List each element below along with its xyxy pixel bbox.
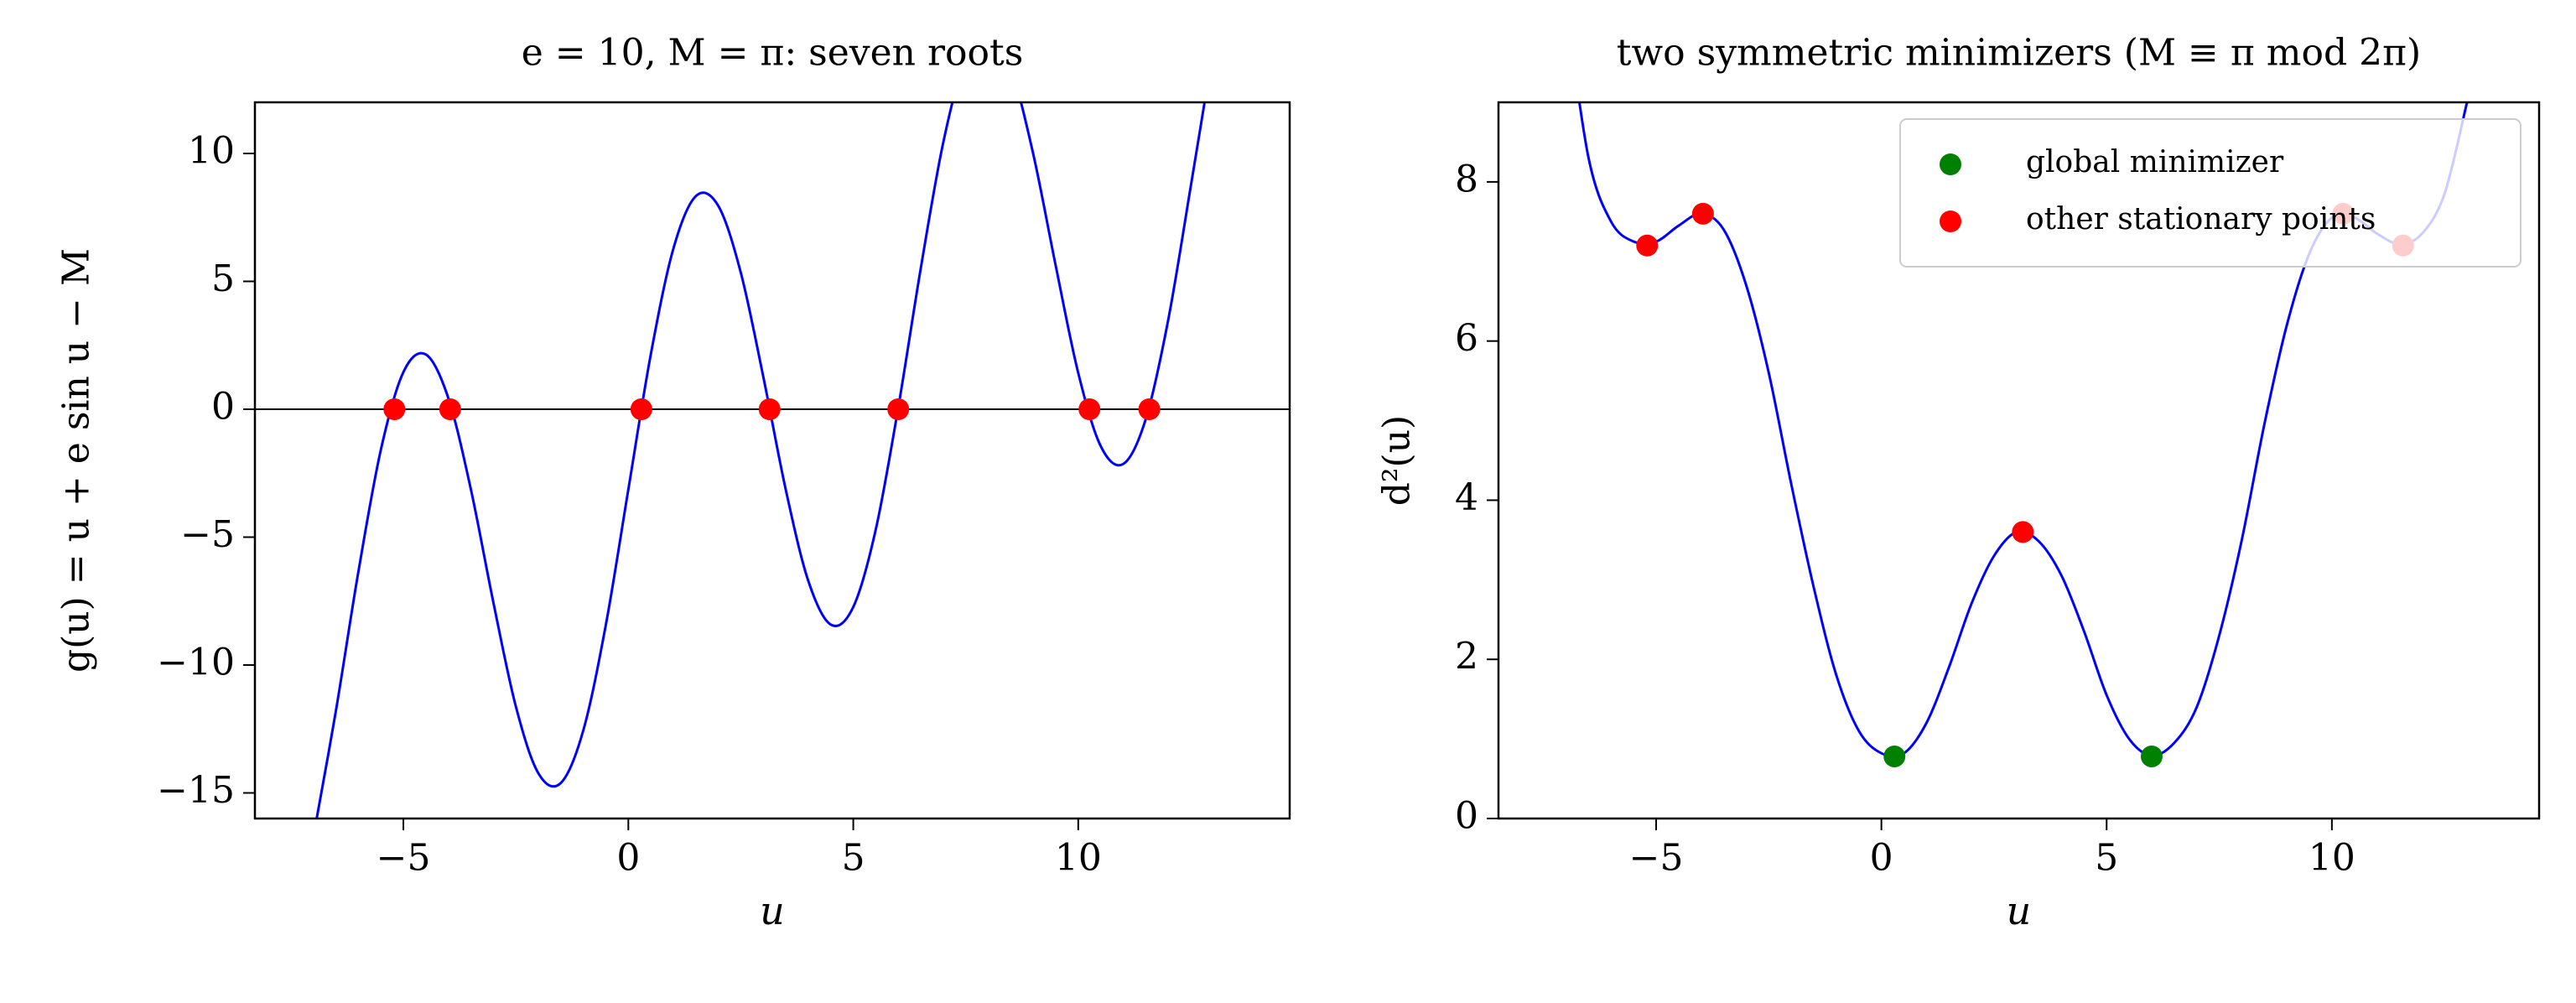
x-axis-label: u: [2007, 888, 2032, 933]
curve: [315, 102, 1207, 819]
x-tick-label: −5: [1629, 837, 1684, 880]
point: [758, 398, 781, 420]
plot-area: [255, 102, 1290, 819]
y-tick-label: −15: [157, 769, 235, 812]
chart-title: e = 10, M = π: seven roots: [522, 32, 1024, 75]
legend-marker: [1940, 210, 1961, 232]
y-tick-label: −5: [180, 513, 235, 556]
point: [630, 398, 652, 420]
legend-label: global minimizer: [2026, 145, 2284, 179]
y-tick-label: −10: [157, 642, 235, 684]
y-tick-label: 2: [1455, 636, 1478, 678]
y-axis-label: g(u) = u + e sin u − M: [55, 248, 98, 673]
y-tick-label: 8: [1455, 158, 1478, 200]
x-tick-label: 5: [2095, 837, 2118, 880]
point: [1883, 745, 1906, 767]
legend-label: other stationary points: [2026, 202, 2376, 236]
x-tick-label: 10: [1055, 837, 1102, 880]
x-tick-label: 0: [1870, 837, 1893, 880]
y-tick-label: 10: [188, 130, 235, 173]
legend: [1899, 118, 2521, 268]
x-axis-label: u: [760, 888, 785, 933]
y-tick-label: 0: [1455, 795, 1478, 838]
x-tick-label: −5: [377, 837, 431, 880]
x-tick-label: 0: [616, 837, 640, 880]
point: [887, 398, 910, 420]
y-tick-label: 5: [211, 257, 235, 300]
y-tick-label: 4: [1455, 476, 1478, 519]
point: [1636, 234, 1659, 257]
y-axis-label: d²(u): [1376, 415, 1419, 506]
point: [439, 398, 461, 420]
y-tick-label: 0: [211, 386, 235, 429]
x-tick-label: 10: [2309, 837, 2355, 880]
point: [2140, 745, 2163, 767]
point: [2012, 521, 2034, 543]
legend-marker: [1940, 153, 1961, 175]
point: [1691, 202, 1714, 225]
point: [1138, 398, 1161, 420]
chart-title: two symmetric minimizers (M ≡ π mod 2π): [1617, 32, 2421, 75]
point: [1078, 398, 1101, 420]
point: [383, 398, 406, 420]
x-tick-label: 5: [842, 837, 865, 880]
y-tick-label: 6: [1455, 317, 1478, 360]
axes-frame: [1497, 101, 2541, 820]
axes-frame: [253, 101, 1291, 820]
